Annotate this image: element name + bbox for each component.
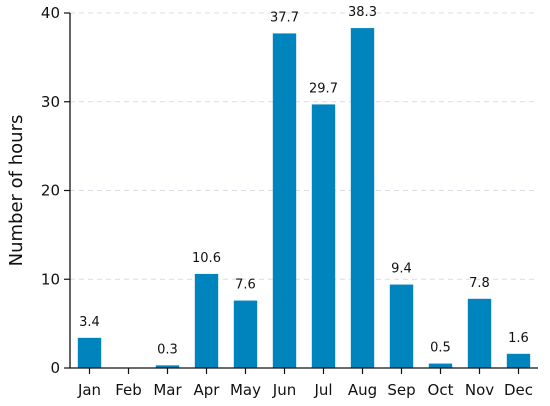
data-label-nov: 7.8 [469,276,490,291]
grid-lines [70,12,538,280]
x-tick-label-jan: Jan [77,381,101,399]
x-tick-label-dec: Dec [504,381,533,399]
y-tick-label: 30 [41,93,60,111]
data-label-sep: 9.4 [391,262,412,277]
x-tick-label-aug: Aug [348,381,377,399]
x-tick-label-nov: Nov [465,381,494,399]
x-tick-label-may: May [230,381,261,399]
data-label-may: 7.6 [235,278,256,293]
y-tick-label: 10 [41,270,60,288]
x-tick-label-jun: Jun [272,381,296,399]
data-labels: 3.4 0.3 10.6 7.6 37.7 29.7 38.3 9.4 0.5 7.8 1.6 [79,5,529,357]
x-tick-label-jul: Jul [313,381,332,399]
data-label-jun: 37.7 [270,10,299,25]
bar-mar [155,365,180,368]
x-tick-label-sep: Sep [387,381,415,399]
y-ticks: 0 10 20 30 40 [41,4,70,377]
bar-jul [311,104,336,368]
x-ticks: Jan Feb Mar Apr May Jun Jul Aug Sep Oct Nov Dec [77,368,533,399]
y-axis-title: Number of hours [6,115,27,267]
bars [77,28,531,369]
bar-apr [194,273,219,368]
bar-sep [389,284,414,368]
x-tick-label-oct: Oct [428,381,454,399]
y-tick-label: 20 [41,182,60,200]
bar-jan [77,337,102,368]
y-tick-label: 40 [41,4,60,22]
x-tick-label-mar: Mar [153,381,182,399]
data-label-aug: 38.3 [348,5,377,20]
bar-aug [350,28,375,369]
x-tick-label-feb: Feb [115,381,142,399]
bar-jun [272,33,297,368]
y-tick-label: 0 [50,359,60,377]
data-label-apr: 10.6 [192,251,221,266]
bar-oct [428,363,453,368]
bar-may [233,300,258,368]
data-label-mar: 0.3 [157,342,178,357]
x-tick-label-apr: Apr [194,381,221,399]
bar-dec [506,353,531,368]
data-label-dec: 1.6 [508,331,529,346]
data-label-oct: 0.5 [430,341,451,356]
data-label-jan: 3.4 [79,315,100,330]
data-label-jul: 29.7 [309,81,338,96]
bar-nov [467,298,492,368]
